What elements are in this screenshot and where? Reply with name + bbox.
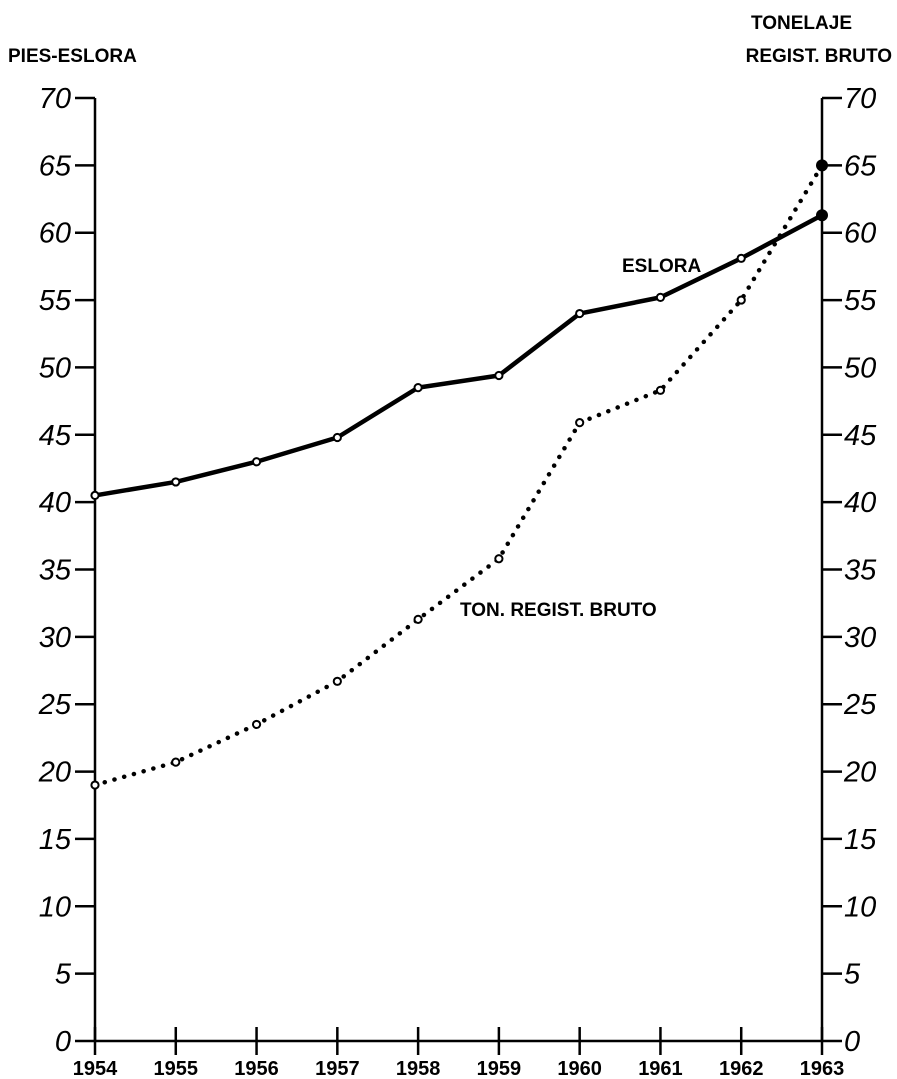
data-point — [90, 490, 100, 501]
data-point — [251, 457, 262, 467]
y-tick-label-left: 55 — [39, 285, 72, 317]
y-tick-label-right: 30 — [844, 622, 876, 654]
data-point — [655, 292, 666, 302]
y-tick-label-left: 20 — [38, 757, 71, 789]
y-tick-label-right: 10 — [844, 891, 876, 923]
data-point — [736, 295, 746, 305]
y-axis-right-title-line-1: TONELAJE — [751, 13, 852, 34]
y-tick-label-left: 45 — [39, 420, 72, 452]
data-point — [736, 253, 746, 263]
data-point — [413, 383, 423, 393]
y-axis-right-title-line-2: REGIST. BRUTO — [746, 46, 892, 67]
y-tick-label-right: 20 — [843, 757, 876, 789]
y-tick-label-left: 30 — [39, 622, 71, 654]
x-tick-label: 1955 — [154, 1058, 199, 1079]
y-tick-label-right: 5 — [844, 959, 861, 991]
x-tick-label: 1954 — [73, 1058, 118, 1079]
series-label-eslora: ESLORA — [622, 256, 701, 277]
y-tick-label-left: 70 — [39, 83, 71, 115]
axes — [75, 96, 842, 1055]
x-tick-label: 1960 — [557, 1058, 602, 1079]
y-tick-label-right: 35 — [844, 555, 877, 587]
data-point — [816, 209, 828, 222]
y-tick-label-left: 15 — [39, 824, 72, 856]
y-tick-label-right: 50 — [844, 352, 876, 384]
y-tick-label-left: 60 — [39, 218, 71, 250]
y-tick-label-right: 55 — [844, 285, 877, 317]
y-tick-label-right: 65 — [844, 150, 877, 182]
y-tick-label-left: 10 — [39, 891, 71, 923]
y-tick-label-right: 0 — [844, 1026, 860, 1058]
y-tick-label-left: 35 — [39, 555, 72, 587]
y-tick-label-right: 70 — [844, 83, 876, 115]
x-tick-label: 1959 — [477, 1058, 522, 1079]
y-tick-label-left: 40 — [39, 487, 71, 519]
data-point — [171, 477, 181, 487]
series-layer — [90, 159, 828, 790]
data-point — [816, 159, 828, 172]
series-label-tonnage: TON. REGIST. BRUTO — [460, 600, 657, 621]
y-axis-left-title: PIES-ESLORA — [8, 46, 137, 67]
y-tick-label-right: 25 — [843, 689, 877, 721]
data-point — [413, 614, 423, 624]
y-tick-label-left: 65 — [39, 150, 72, 182]
x-tick-label: 1963 — [800, 1058, 845, 1079]
data-point — [332, 676, 342, 686]
data-point — [575, 418, 585, 428]
y-tick-label-right: 40 — [844, 487, 876, 519]
data-point — [90, 780, 100, 790]
data-point — [494, 554, 504, 564]
data-point — [655, 385, 666, 395]
x-tick-label: 1961 — [638, 1058, 683, 1079]
x-tick-label: 1956 — [234, 1058, 279, 1079]
data-point — [332, 432, 342, 443]
y-tick-label-right: 45 — [844, 420, 877, 452]
series-line-0 — [92, 212, 825, 498]
data-point — [575, 308, 585, 319]
y-tick-label-right: 60 — [844, 218, 876, 250]
y-tick-label-left: 0 — [55, 1026, 71, 1058]
data-point — [171, 757, 181, 767]
data-point — [494, 370, 504, 381]
y-tick-label-left: 5 — [55, 959, 72, 991]
data-point — [251, 719, 262, 730]
x-tick-label: 1962 — [719, 1058, 764, 1079]
y-tick-label-left: 50 — [39, 352, 71, 384]
y-tick-label-left: 25 — [38, 689, 72, 721]
y-tick-label-right: 15 — [844, 824, 877, 856]
x-tick-label: 1957 — [315, 1058, 360, 1079]
x-tick-label: 1958 — [396, 1058, 441, 1079]
